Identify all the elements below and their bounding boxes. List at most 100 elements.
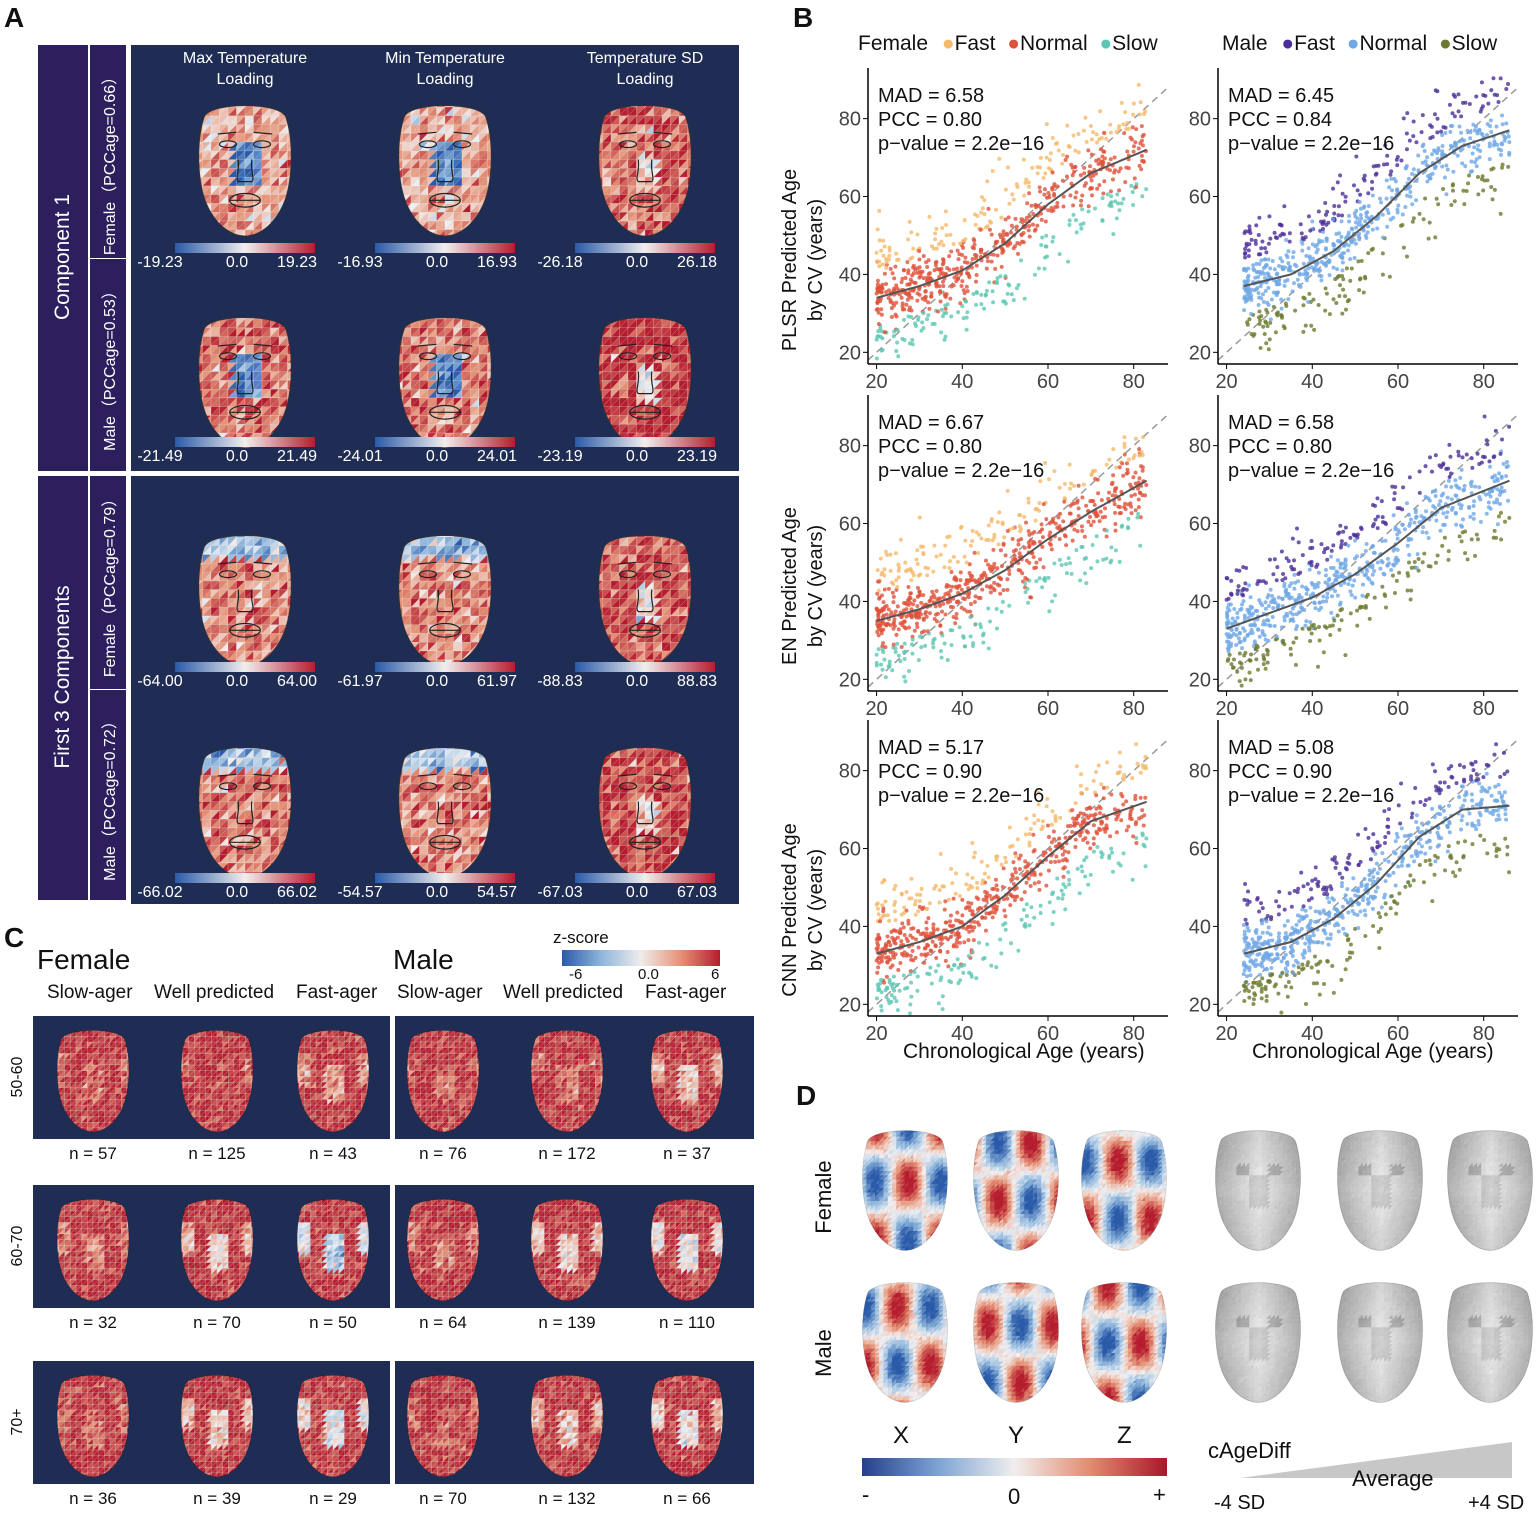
data-point xyxy=(1258,345,1263,350)
data-point xyxy=(1488,810,1493,815)
data-point xyxy=(1506,498,1511,503)
data-point xyxy=(959,284,964,289)
data-point xyxy=(914,621,919,626)
data-point xyxy=(1105,192,1110,197)
data-point xyxy=(1374,171,1379,176)
data-point xyxy=(1288,950,1293,955)
data-point xyxy=(945,658,950,663)
data-point xyxy=(965,310,970,315)
data-point xyxy=(1488,464,1493,469)
data-point xyxy=(1265,300,1270,305)
data-point xyxy=(1122,505,1127,510)
data-point xyxy=(1309,896,1314,901)
data-point xyxy=(1261,956,1266,961)
data-point xyxy=(1265,914,1270,919)
data-point xyxy=(1383,522,1388,527)
data-point xyxy=(988,590,993,595)
data-point xyxy=(1498,510,1503,515)
data-point xyxy=(902,674,907,679)
data-point xyxy=(1288,617,1293,622)
data-point xyxy=(1240,602,1245,607)
face-map xyxy=(651,1199,723,1301)
data-point xyxy=(974,263,979,268)
data-point xyxy=(1427,498,1432,503)
data-point xyxy=(949,314,954,319)
data-point xyxy=(992,535,997,540)
data-point xyxy=(1027,223,1032,228)
data-point xyxy=(1237,568,1242,573)
data-point xyxy=(973,222,978,227)
data-point xyxy=(1239,683,1244,688)
data-point xyxy=(920,320,925,325)
sample-count: n = 29 xyxy=(273,1489,393,1509)
data-point xyxy=(1414,565,1419,570)
data-point xyxy=(967,571,972,576)
data-point xyxy=(896,568,901,573)
data-point xyxy=(1499,148,1504,153)
data-point xyxy=(1327,260,1332,265)
data-point xyxy=(1456,840,1461,845)
data-point xyxy=(1457,486,1462,491)
data-point xyxy=(895,328,900,333)
data-point xyxy=(1061,874,1066,879)
stat-annotation: p−value = 2.2e−16 xyxy=(1228,785,1394,807)
data-point xyxy=(900,276,905,281)
data-point xyxy=(1313,606,1318,611)
data-point xyxy=(1262,257,1267,262)
data-point xyxy=(1430,171,1435,176)
data-point xyxy=(1112,155,1117,160)
data-point xyxy=(893,937,898,942)
data-point xyxy=(1343,562,1348,567)
data-point xyxy=(1035,171,1040,176)
data-point xyxy=(1082,534,1087,539)
data-point xyxy=(1447,830,1452,835)
data-point xyxy=(894,283,899,288)
data-point xyxy=(1131,149,1136,154)
data-point xyxy=(1295,277,1300,282)
data-point xyxy=(1035,223,1040,228)
data-point xyxy=(1497,471,1502,476)
data-point xyxy=(1436,835,1441,840)
data-point xyxy=(1459,130,1464,135)
y-tick-label: 20 xyxy=(839,994,861,1016)
zscore-title: z-score xyxy=(553,928,609,948)
data-point xyxy=(1241,972,1246,977)
data-point xyxy=(1457,534,1462,539)
x-tick-label: 40 xyxy=(1301,698,1323,720)
data-point xyxy=(1317,608,1322,613)
data-point xyxy=(1469,792,1474,797)
data-point xyxy=(1358,525,1363,530)
data-point xyxy=(876,310,881,315)
data-point xyxy=(926,943,931,948)
data-point xyxy=(1306,214,1311,219)
data-point xyxy=(1293,598,1298,603)
data-point xyxy=(1346,582,1351,587)
data-point xyxy=(1286,261,1291,266)
data-point xyxy=(1363,548,1368,553)
data-point xyxy=(963,299,968,304)
data-point xyxy=(1121,777,1126,782)
data-point xyxy=(1337,627,1342,632)
data-point xyxy=(1324,291,1329,296)
data-point xyxy=(1317,273,1322,278)
data-point xyxy=(1052,469,1057,474)
data-point xyxy=(1321,594,1326,599)
data-point xyxy=(1084,503,1089,508)
data-point xyxy=(1249,297,1254,302)
data-point xyxy=(880,262,885,267)
data-point xyxy=(1228,602,1233,607)
data-point xyxy=(1485,178,1490,183)
data-point xyxy=(1121,802,1126,807)
y-tick-label: 20 xyxy=(1189,342,1211,364)
data-point xyxy=(992,588,997,593)
data-point xyxy=(1040,544,1045,549)
data-point xyxy=(1398,821,1403,826)
data-point xyxy=(889,580,894,585)
data-point xyxy=(1371,848,1376,853)
data-point xyxy=(991,300,996,305)
data-point xyxy=(1018,853,1023,858)
data-point xyxy=(1392,590,1397,595)
data-point xyxy=(1492,528,1497,533)
data-point xyxy=(993,910,998,915)
data-point xyxy=(1260,603,1265,608)
